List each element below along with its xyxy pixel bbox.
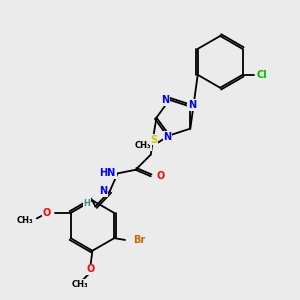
Text: O: O xyxy=(86,264,95,274)
Text: H: H xyxy=(83,199,90,208)
Text: O: O xyxy=(43,208,51,218)
Text: CH₃: CH₃ xyxy=(72,280,88,289)
Text: HN: HN xyxy=(100,168,116,178)
Text: N: N xyxy=(99,186,107,197)
Text: N: N xyxy=(164,132,172,142)
Text: N: N xyxy=(188,100,196,110)
Text: O: O xyxy=(156,171,164,181)
Text: Br: Br xyxy=(133,235,145,245)
Text: S: S xyxy=(150,135,157,145)
Text: N: N xyxy=(161,95,169,105)
Text: Cl: Cl xyxy=(256,70,267,80)
Text: CH₃: CH₃ xyxy=(135,141,152,150)
Text: CH₃: CH₃ xyxy=(16,216,33,225)
